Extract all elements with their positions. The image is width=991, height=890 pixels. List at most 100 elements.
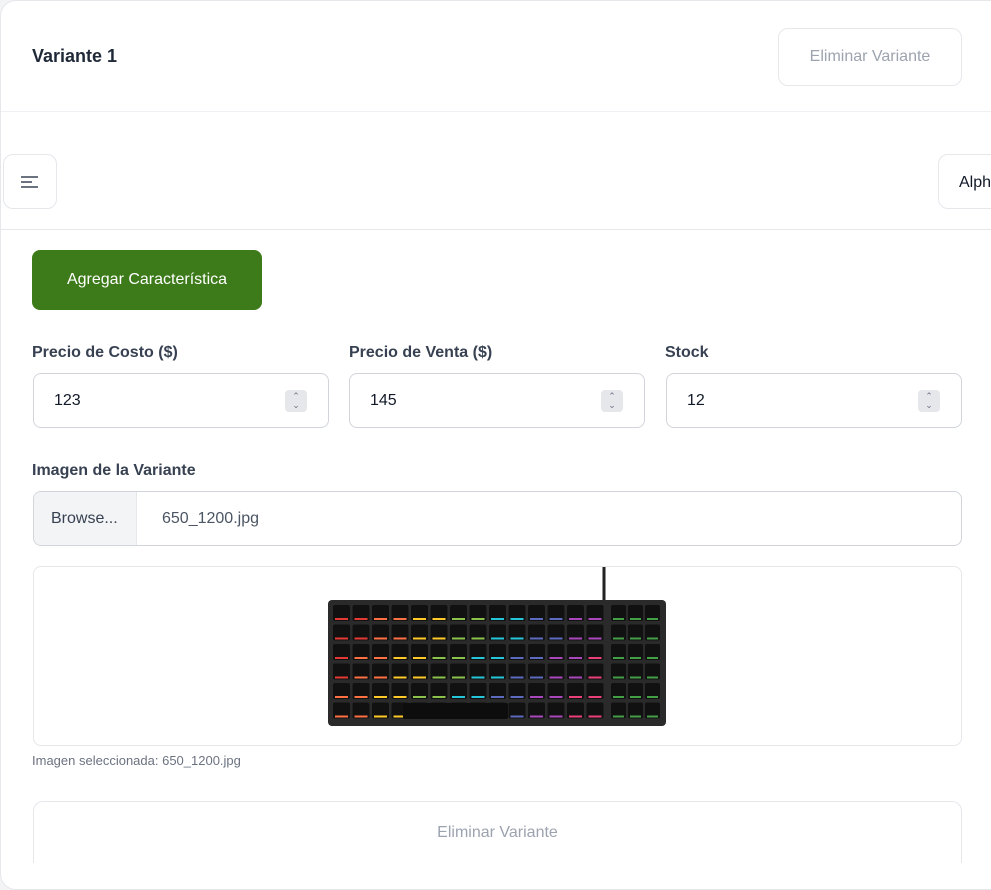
keyboard-key (469, 605, 487, 621)
stepper-icon[interactable]: ⌃ ⌄ (601, 390, 623, 412)
keyboard-key (528, 702, 545, 719)
keyboard-key (530, 696, 543, 698)
keyboard-key (489, 663, 506, 680)
stepper-icon[interactable]: ⌃ ⌄ (285, 390, 307, 412)
keyboard-key (354, 618, 368, 620)
keyboard-key (613, 696, 624, 698)
keyboard-key (586, 702, 604, 719)
cost-price-label: Precio de Costo ($) (32, 344, 178, 361)
keyboard-key (508, 663, 526, 680)
keyboard-key (528, 644, 545, 660)
keyboard-key (611, 663, 626, 680)
keyboard-key (628, 624, 643, 641)
keyboard-key (411, 624, 428, 641)
keyboard-key (335, 657, 348, 659)
keyboard-key (611, 702, 626, 719)
sale-price-input[interactable]: 145 ⌃ ⌄ (349, 373, 645, 428)
keyboard-key (547, 624, 565, 641)
keyboard-key (645, 605, 660, 621)
keyboard-key (393, 618, 407, 620)
keyboard-key (549, 657, 563, 659)
keyboard-key (335, 696, 348, 698)
top-bar: Alph (1, 133, 991, 230)
keyboard-key (491, 696, 504, 698)
keyboard-key (354, 676, 368, 679)
cost-price-value: 123 (54, 392, 81, 409)
keyboard-key (547, 702, 565, 719)
keyboard-key (567, 702, 584, 719)
keyboard-key (549, 676, 563, 679)
keyboard-key (335, 676, 348, 679)
keyboard-key (510, 618, 524, 620)
keyboard-key (372, 624, 389, 641)
keyboard-key (489, 644, 506, 660)
keyboard-key (393, 657, 407, 659)
variant-title: Variante 1 (32, 46, 118, 66)
keyboard-key (588, 637, 602, 640)
keyboard-key (508, 683, 526, 699)
keyboard-key (510, 696, 524, 698)
keyboard-key (413, 618, 426, 620)
keyboard-key (335, 637, 348, 640)
keyboard-key (508, 644, 526, 660)
browse-button[interactable]: Browse... (34, 492, 137, 545)
keyboard-key (393, 715, 407, 718)
keyboard-key (430, 624, 448, 641)
menu-button[interactable] (3, 154, 57, 209)
keyboard-key (450, 605, 467, 621)
image-file-input[interactable]: Browse... 650_1200.jpg (33, 491, 962, 546)
keyboard-key (489, 683, 506, 699)
keyboard-key (372, 683, 389, 699)
keyboard-key (354, 715, 368, 718)
keyboard-key (352, 644, 370, 660)
keyboard-key (567, 644, 584, 660)
keyboard-key (549, 637, 563, 640)
keyboard-key (450, 624, 467, 641)
keyboard-key (567, 624, 584, 641)
add-feature-button[interactable]: Agregar Característica (32, 250, 262, 310)
keyboard-key (530, 715, 543, 718)
stock-label: Stock (665, 344, 709, 361)
keyboard-key (628, 605, 643, 621)
stock-input[interactable]: 12 ⌃ ⌄ (666, 373, 962, 428)
stepper-icon[interactable]: ⌃ ⌄ (918, 390, 940, 412)
keyboard-key (588, 696, 602, 698)
cost-price-input[interactable]: 123 ⌃ ⌄ (33, 373, 329, 428)
keyboard-key (354, 657, 368, 659)
keyboard-key (469, 663, 487, 680)
keyboard-key (645, 683, 660, 699)
keyboard-key (528, 683, 545, 699)
keyboard-key (508, 605, 526, 621)
keyboard-key (372, 605, 389, 621)
keyboard-key (469, 683, 487, 699)
keyboard-key (491, 618, 504, 620)
keyboard-key (645, 644, 660, 660)
keyboard-key (569, 676, 582, 679)
keyboard-key (611, 644, 626, 660)
keyboard-key (586, 624, 604, 641)
keyboard-key (333, 605, 350, 621)
keyboard-key (372, 663, 389, 680)
keyboard-key (549, 715, 563, 718)
divider (1, 111, 991, 112)
keyboard-key (647, 618, 658, 620)
keyboard-key (333, 683, 350, 699)
keyboard-key (611, 624, 626, 641)
keyboard-key (450, 663, 467, 680)
delete-variant-top-button[interactable]: Eliminar Variante (778, 28, 962, 86)
keyboard-key (491, 637, 504, 640)
user-menu-button[interactable]: Alph (938, 154, 991, 209)
keyboard-key (372, 644, 389, 660)
keyboard-key (452, 637, 465, 640)
keyboard-key (489, 624, 506, 641)
keyboard-key (549, 618, 563, 620)
delete-variant-bottom-button[interactable]: Eliminar Variante (33, 801, 962, 863)
keyboard-key (611, 683, 626, 699)
keyboard-key (510, 715, 524, 718)
keyboard-key (471, 657, 485, 659)
keyboard-key (374, 696, 387, 698)
keyboard-key (645, 663, 660, 680)
keyboard-image (328, 567, 666, 726)
keyboard-key (613, 637, 624, 640)
sale-price-label: Precio de Venta ($) (349, 344, 493, 361)
